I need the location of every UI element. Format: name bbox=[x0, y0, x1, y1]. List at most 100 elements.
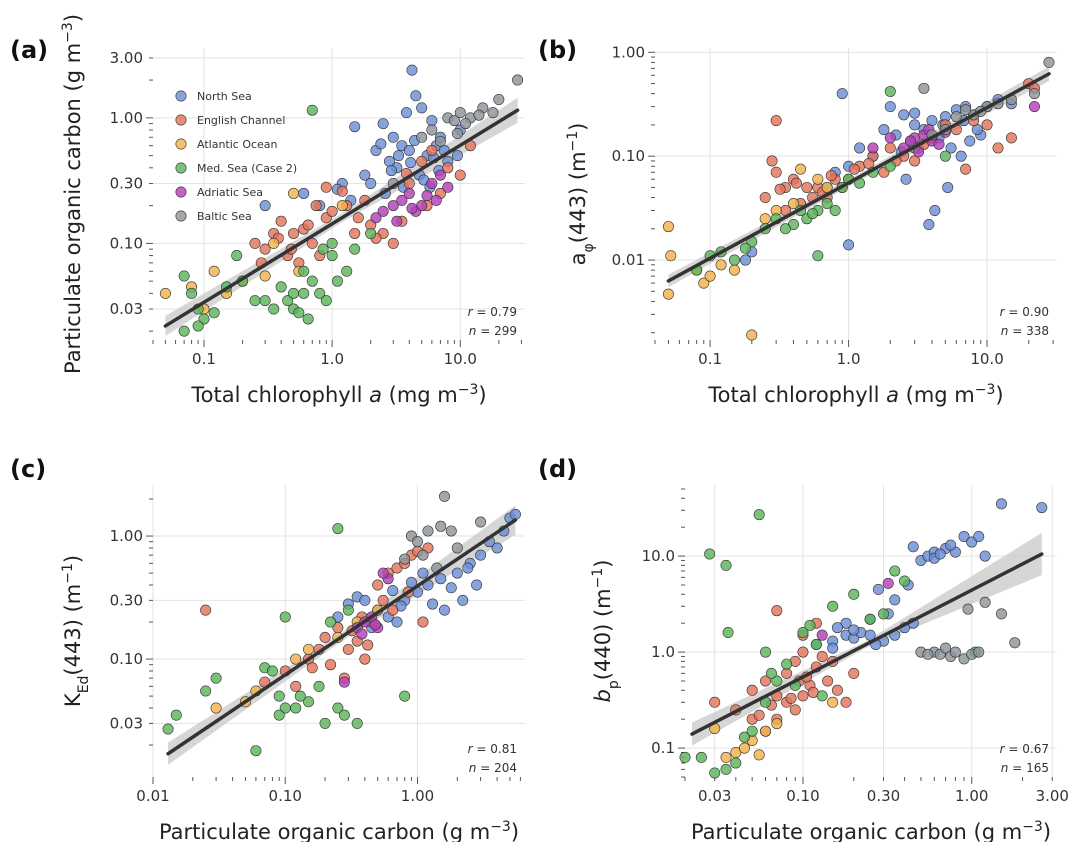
data-point bbox=[365, 227, 377, 239]
data-point bbox=[349, 243, 361, 255]
legend-marker bbox=[175, 186, 187, 198]
data-point bbox=[867, 142, 879, 154]
data-point bbox=[178, 270, 190, 282]
y-tick-label: 1.00 bbox=[612, 43, 645, 61]
data-point bbox=[454, 107, 466, 119]
data-point bbox=[159, 287, 171, 299]
series-adriatic-sea bbox=[338, 567, 394, 688]
panel-letter: (b) bbox=[538, 36, 577, 64]
data-point bbox=[451, 542, 463, 554]
stat-n: n = 165 bbox=[1001, 761, 1049, 775]
data-point bbox=[979, 596, 991, 608]
data-point bbox=[391, 616, 403, 628]
data-point bbox=[900, 173, 912, 185]
x-tick-label: 0.03 bbox=[698, 787, 731, 805]
data-point bbox=[438, 490, 450, 502]
legend-marker bbox=[175, 114, 187, 126]
data-point bbox=[728, 254, 740, 266]
data-point bbox=[293, 307, 305, 319]
data-point bbox=[753, 709, 765, 721]
panel-d: 0.03 0.10 0.30 1.00 3.00 0.1 1.0 10.0 (d) r = 0.6… bbox=[538, 455, 1069, 842]
data-point bbox=[907, 541, 919, 553]
data-point bbox=[509, 508, 521, 520]
data-point bbox=[338, 709, 350, 721]
data-point bbox=[785, 692, 797, 704]
legend-marker bbox=[175, 138, 187, 150]
data-point bbox=[426, 144, 438, 156]
data-point bbox=[475, 549, 487, 561]
data-point bbox=[359, 653, 371, 665]
y-tick-label: 10.0 bbox=[642, 547, 675, 565]
data-point bbox=[730, 757, 742, 769]
data-point bbox=[958, 530, 970, 542]
data-point bbox=[406, 202, 418, 214]
data-point bbox=[249, 295, 261, 307]
data-point bbox=[200, 685, 212, 697]
data-point bbox=[396, 194, 408, 206]
data-point bbox=[391, 215, 403, 227]
series-adriatic-sea bbox=[370, 169, 454, 227]
x-tick-label: 1.0 bbox=[837, 350, 861, 368]
data-point bbox=[909, 107, 921, 119]
data-point bbox=[872, 583, 884, 595]
data-point bbox=[336, 185, 348, 197]
data-point bbox=[949, 646, 961, 658]
data-point bbox=[950, 111, 962, 123]
data-point bbox=[918, 82, 930, 94]
data-point bbox=[298, 287, 310, 299]
regression-line bbox=[163, 108, 520, 328]
data-point bbox=[816, 690, 828, 702]
data-point bbox=[405, 157, 417, 169]
stat-n: n = 299 bbox=[469, 324, 517, 338]
series-english-channel bbox=[249, 140, 476, 269]
panel-letter: (d) bbox=[538, 455, 577, 483]
data-point bbox=[715, 259, 727, 271]
data-point bbox=[294, 690, 306, 702]
data-point bbox=[387, 585, 399, 597]
data-point bbox=[298, 265, 310, 277]
y-tick-label: 1.00 bbox=[110, 109, 143, 127]
x-tick-label: 1.00 bbox=[955, 787, 988, 805]
data-point bbox=[266, 665, 278, 677]
data-point bbox=[403, 144, 415, 156]
data-point bbox=[964, 135, 976, 147]
data-point bbox=[351, 717, 363, 729]
x-tick-label: 0.1 bbox=[192, 350, 216, 368]
regression-line bbox=[166, 518, 518, 756]
data-point bbox=[442, 162, 454, 174]
data-point bbox=[728, 264, 740, 276]
series-med-sea-case-2- bbox=[178, 104, 377, 337]
y-tick-label: 0.01 bbox=[612, 251, 645, 269]
legend-marker bbox=[175, 90, 187, 102]
data-point bbox=[306, 275, 318, 287]
data-point bbox=[493, 93, 505, 105]
data-point bbox=[250, 745, 262, 757]
data-point bbox=[306, 662, 318, 674]
data-point bbox=[889, 594, 901, 606]
data-point bbox=[801, 181, 813, 193]
data-point bbox=[816, 650, 828, 662]
data-point bbox=[375, 138, 387, 150]
data-point bbox=[770, 166, 782, 178]
data-point bbox=[884, 85, 896, 97]
y-tick-label: 0.10 bbox=[110, 234, 143, 252]
data-point bbox=[843, 239, 855, 251]
data-point bbox=[454, 169, 466, 181]
panel-c: 0.01 0.10 1.00 0.03 0.10 0.30 1.00 (c) r = 0.81 n… bbox=[10, 455, 525, 842]
data-point bbox=[349, 121, 361, 133]
data-point bbox=[825, 170, 837, 182]
data-point bbox=[779, 223, 791, 235]
data-point bbox=[320, 295, 332, 307]
x-tick-label: 1.00 bbox=[401, 787, 434, 805]
data-point bbox=[774, 183, 786, 195]
data-point bbox=[807, 208, 819, 220]
panel-letter: (c) bbox=[10, 455, 46, 483]
data-point bbox=[325, 659, 337, 671]
panel-b: 0.1 1.0 10.0 0.01 0.10 1.00 (b) r = 0.90 n = 338… bbox=[538, 36, 1057, 407]
data-point bbox=[704, 270, 716, 282]
data-point bbox=[460, 118, 472, 130]
data-point bbox=[403, 187, 415, 199]
series-med-sea-case-2- bbox=[162, 523, 411, 757]
y-tick-label: 0.30 bbox=[110, 174, 143, 192]
data-point bbox=[326, 250, 338, 262]
